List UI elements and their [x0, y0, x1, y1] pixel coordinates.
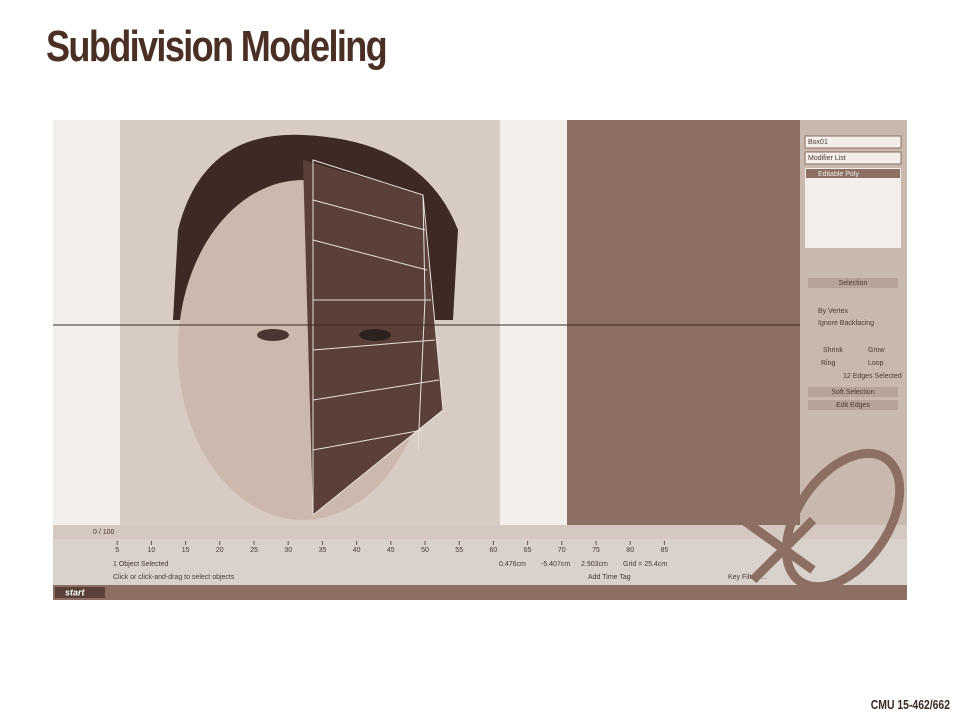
dropdown[interactable] [804, 151, 902, 165]
coord: 2.903cm [581, 561, 608, 568]
rollout-title: Selection [839, 280, 868, 287]
timeline-tick-label: 70 [558, 547, 566, 554]
stack-item-label: Editable Poly [818, 171, 859, 178]
timeline-tick-label: 45 [387, 547, 395, 554]
prompt-text: Click or click-and-drag to select object… [113, 574, 235, 581]
button[interactable]: Ring [821, 360, 836, 367]
timeline-tick-label: 25 [250, 547, 258, 554]
taskbar [53, 585, 907, 600]
timeline-tick-label: 80 [626, 547, 634, 554]
logo [740, 448, 905, 592]
timeline-tick-label: 15 [182, 547, 190, 554]
timeline-tick-label: 30 [284, 547, 292, 554]
slide-footer: CMU 15-462/662 [870, 697, 950, 712]
timeline-tick-label: 60 [490, 547, 498, 554]
coord: 0.476cm [499, 561, 526, 568]
timeline-tick-label: 10 [148, 547, 156, 554]
frame-slider [53, 525, 907, 539]
rollout[interactable] [808, 400, 898, 410]
start-button[interactable] [55, 587, 105, 598]
rollout-title: Edit Edges [836, 402, 870, 409]
rollout-title: Soft Selection [831, 389, 874, 396]
button[interactable]: Key Filters... [728, 574, 767, 581]
rollout[interactable] [808, 387, 898, 397]
start-label: start [65, 587, 86, 597]
checkbox-label: Ignore Backfacing [818, 320, 874, 327]
timeline-tick-label: 35 [319, 547, 327, 554]
button[interactable]: Grow [868, 347, 886, 354]
timeline-tick-label: 50 [421, 547, 429, 554]
frame-counter: 0 / 100 [93, 529, 115, 536]
timeline-tick-label: 55 [455, 547, 463, 554]
modifier-list: Modifier List [808, 155, 846, 162]
side-viewport [567, 120, 800, 525]
checkbox-label: By Vertex [818, 308, 848, 315]
timeline-tick-label: 20 [216, 547, 224, 554]
screenshot: Box01 Modifier List Editable Poly Select… [53, 120, 907, 600]
coord: -5.407cm [541, 561, 570, 568]
mesh-wireframe [312, 159, 444, 517]
name-field [804, 135, 902, 149]
timeline-tick-label: 5 [115, 547, 119, 554]
stack-item[interactable] [806, 169, 900, 178]
timeline-tick-label: 40 [353, 547, 361, 554]
slide-title: Subdivision Modeling [46, 22, 388, 71]
timeline: 5 10 15 20 25 30 35 40 45 50 55 60 65 70 75 80 85 [115, 541, 668, 554]
grid-text: Grid = 25.4cm [623, 561, 667, 568]
timeline-tick-label: 75 [592, 547, 600, 554]
status-text: 1 Object Selected [113, 561, 168, 568]
eye [359, 329, 391, 341]
modifier-stack [805, 168, 901, 248]
rollout[interactable] [808, 278, 898, 288]
button[interactable]: Add Time Tag [588, 574, 631, 581]
button[interactable]: Shrink [823, 347, 843, 354]
timeline-tick-label: 65 [524, 547, 532, 554]
button[interactable]: Loop [868, 360, 884, 367]
timeline-tick-label: 85 [661, 547, 669, 554]
eye [257, 329, 289, 341]
object-name: Box01 [808, 139, 828, 146]
status: 12 Edges Selected [843, 373, 902, 380]
